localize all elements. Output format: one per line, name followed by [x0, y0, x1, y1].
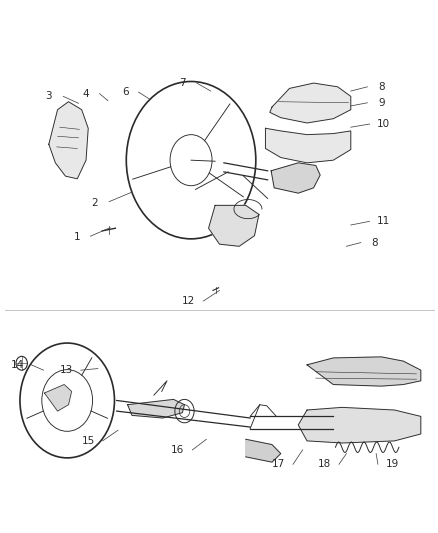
Polygon shape	[297, 407, 420, 443]
Text: 16: 16	[171, 445, 184, 455]
Polygon shape	[265, 128, 350, 163]
Text: 12: 12	[182, 296, 195, 306]
Text: 10: 10	[376, 119, 389, 129]
Text: 8: 8	[377, 82, 384, 92]
Text: 3: 3	[46, 91, 52, 101]
Text: 14: 14	[11, 360, 24, 370]
Polygon shape	[127, 399, 184, 418]
Text: 9: 9	[377, 98, 384, 108]
Polygon shape	[245, 439, 280, 462]
Polygon shape	[44, 384, 71, 411]
Text: 15: 15	[81, 436, 95, 446]
Text: 18: 18	[317, 459, 330, 469]
Text: 1: 1	[74, 232, 81, 243]
Text: 11: 11	[376, 216, 389, 227]
Polygon shape	[271, 163, 319, 193]
Polygon shape	[49, 102, 88, 179]
Text: 6: 6	[122, 87, 128, 97]
Text: 19: 19	[385, 459, 398, 469]
Text: 8: 8	[371, 238, 377, 247]
Text: 4: 4	[82, 88, 89, 99]
Polygon shape	[208, 205, 258, 246]
Polygon shape	[306, 357, 420, 386]
Polygon shape	[269, 83, 350, 123]
Text: 17: 17	[271, 459, 285, 469]
Text: 7: 7	[179, 78, 185, 88]
Text: 13: 13	[60, 365, 73, 375]
Text: 2: 2	[91, 198, 98, 208]
